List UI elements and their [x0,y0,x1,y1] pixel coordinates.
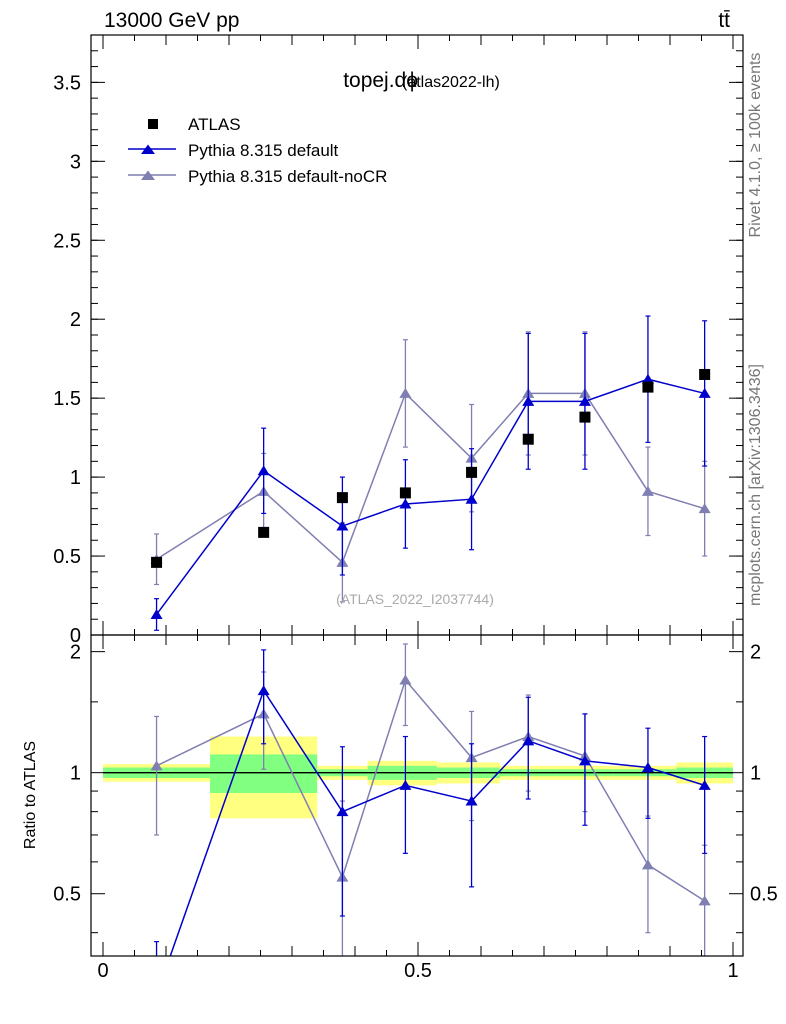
main-default-point [641,373,654,384]
main-nocr-line [156,392,705,564]
main-ytick-label: 3 [70,151,81,173]
ratio-ylabel: Ratio to ATLAS [22,741,39,849]
main-default-point [578,395,591,406]
main-title: topej.dϕ [343,69,418,92]
analysis-watermark: (ATLAS_2022_I2037744) [336,591,494,607]
legend: ATLAS Pythia 8.315 default Pythia 8.315 … [128,115,387,186]
ratio-default-point [151,989,163,999]
main-panel: 0 0.5 1 1.5 2 2.5 3 3.5 topej.dϕ (atlas2022-lh)… [53,34,744,647]
main-ytick-label: 0 [70,625,81,647]
main-default-point [257,465,270,476]
main-ytick-label: 1 [70,467,81,489]
ratio-default-point [465,795,478,806]
ratio-nocr-point [399,674,412,685]
main-atlas-point [258,526,270,538]
process-label: tt̄ [718,9,730,32]
ratio-default-point [257,685,270,696]
main-atlas-point [522,433,534,445]
main-ytick-label: 2 [70,309,81,331]
ratio-default-point [336,806,349,817]
main-default-point [336,520,349,531]
ratio-xtick-label: 0.5 [404,960,432,982]
main-default-point [698,387,711,398]
main-ytick-label: 2.5 [53,230,81,252]
ratio-default-point [698,779,711,790]
mcplots-label: mcplots.cern.ch [arXiv:1306.3436] [747,364,764,606]
main-default-point [522,395,535,406]
main-atlas-point [336,492,348,504]
main-default-point [150,608,163,619]
legend-default-marker [141,144,155,154]
ratio-default-point [641,762,654,773]
main-default-line [155,378,705,615]
ratio-nocr-point [150,760,163,771]
ratio-default-point [578,755,591,766]
main-ytick-label: 3.5 [53,72,81,94]
energy-label: 13000 GeV pp [104,9,239,32]
main-default-point [399,498,412,509]
legend-nocr-marker [141,170,155,180]
main-atlas-point [151,556,163,568]
ratio-panel: 0 0.5 1 0.5 0.5 1 1 2 2 Ratio to ATLAS [22,634,778,999]
main-subtitle: (atlas2022-lh) [402,74,500,91]
ratio-panel-frame [90,634,744,957]
main-nocr-point [698,503,711,514]
legend-atlas-marker [148,119,158,129]
ratio-ytick-label-right: 0.5 [750,884,778,906]
main-nocr-point [399,387,412,398]
ratio-ytick-label: 1 [70,763,81,785]
ratio-ytick-label-right: 2 [750,642,761,664]
ratio-ytick-label-right: 1 [750,763,761,785]
main-nocr-point [641,485,654,496]
legend-atlas-label: ATLAS [188,115,241,134]
main-atlas-point [579,411,591,423]
main-ytick-label: 0.5 [53,546,81,568]
ratio-ytick-label: 0.5 [53,884,81,906]
ratio-default-point [522,735,535,746]
main-atlas-point [699,368,711,380]
main-ytick-label: 1.5 [53,388,81,410]
ratio-ytick-label: 2 [70,642,81,664]
ratio-xtick-label: 0 [97,960,108,982]
rivet-label: Rivet 4.1.0, ≥ 100k events [747,53,764,238]
main-atlas-point [466,466,478,478]
ratio-nocr-point [698,895,711,906]
main-atlas-point [642,381,654,393]
main-atlas-point [399,487,411,499]
ratio-nocr-point [641,859,654,870]
legend-default-label: Pythia 8.315 default [188,141,339,160]
ratio-xtick-label: 1 [727,960,738,982]
ratio-default-point [399,779,412,790]
legend-nocr-label: Pythia 8.315 default-noCR [188,167,387,186]
main-default-point [465,493,478,504]
ratio-default-line [169,688,705,956]
